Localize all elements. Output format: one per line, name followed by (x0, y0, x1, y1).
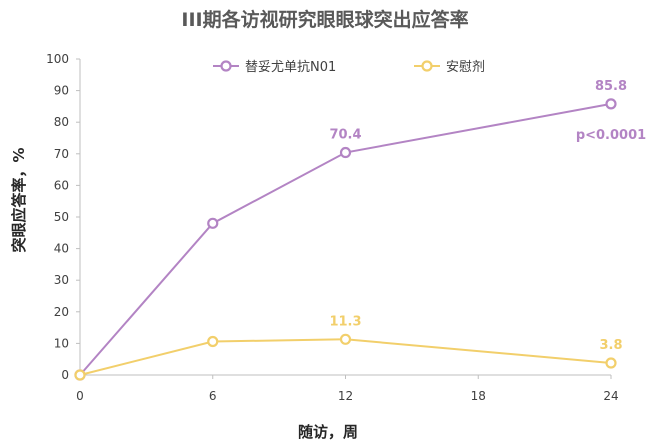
p-value-annotation: p<0.0001 (576, 128, 646, 143)
data-point (605, 98, 617, 110)
legend-item-2: 安慰剂 (414, 60, 485, 75)
x-tick-label: 24 (603, 389, 618, 403)
y-tick-label: 40 (54, 242, 69, 256)
legend-marker (220, 60, 232, 72)
data-label: 3.8 (599, 338, 622, 353)
x-tick-label: 18 (471, 389, 486, 403)
x-axis-title: 随访，周 (298, 423, 358, 441)
x-axis: 0 6 12 18 24 (76, 374, 619, 403)
legend-marker (421, 60, 433, 72)
y-axis-title: 突眼应答率，% (10, 147, 28, 252)
data-point (339, 333, 352, 345)
x-tick-label: 0 (76, 389, 84, 403)
series-line (79, 102, 612, 376)
legend-label: 安慰剂 (446, 60, 485, 75)
data-label: 11.3 (329, 314, 361, 329)
series-line (79, 338, 612, 376)
y-tick-label: 50 (54, 210, 69, 224)
y-axis: 0 10 20 30 40 50 60 70 80 90 100 (46, 52, 81, 382)
y-tick-label: 0 (61, 368, 69, 382)
series-2: 11.3 3.8 (74, 314, 623, 381)
data-point (207, 335, 219, 348)
plot-area: 70.4 85.8 11.3 3.8 p<0.0001 (74, 79, 646, 381)
data-point (339, 146, 352, 159)
y-tick-label: 80 (54, 115, 69, 129)
chart-title: III期各访视研究眼眼球突出应答率 (181, 8, 468, 31)
y-tick-label: 70 (54, 147, 69, 161)
data-label: 70.4 (329, 128, 361, 143)
data-point (605, 357, 617, 369)
y-tick-label: 30 (54, 273, 69, 287)
data-point (207, 217, 219, 229)
y-tick-label: 20 (54, 305, 69, 319)
legend-item-1: 替妥尤单抗N01 (213, 60, 336, 75)
data-point (74, 369, 86, 381)
x-tick-label: 12 (338, 389, 353, 403)
data-label: 85.8 (595, 79, 627, 94)
y-tick-label: 10 (54, 336, 69, 350)
y-tick-label: 60 (54, 178, 69, 192)
series-1: 70.4 85.8 (74, 79, 627, 381)
y-tick-label: 100 (46, 52, 69, 66)
x-tick-label: 6 (209, 389, 217, 403)
legend: 替妥尤单抗N01 安慰剂 (213, 60, 485, 75)
y-tick-label: 90 (54, 84, 69, 98)
legend-label: 替妥尤单抗N01 (245, 60, 336, 75)
